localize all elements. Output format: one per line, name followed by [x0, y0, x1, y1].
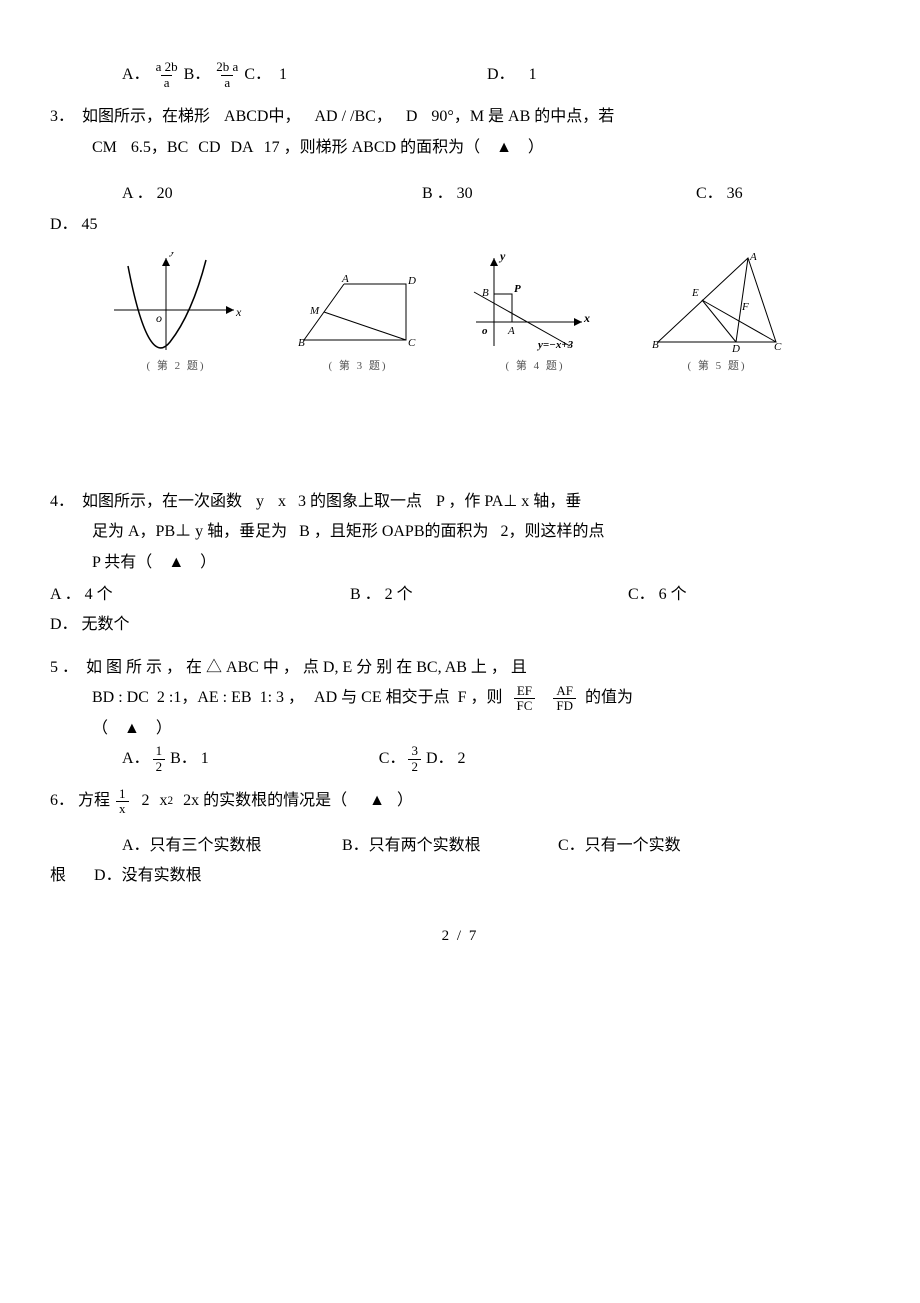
svg-text:x: x	[583, 311, 590, 325]
opt-a-frac: a 2b a	[153, 60, 181, 90]
figure-5: A B C D E F ( 第 5 题)	[652, 252, 782, 377]
svg-text:M: M	[309, 305, 320, 317]
q3-opt-c: C． 36	[696, 179, 743, 209]
fig5-caption: ( 第 5 题)	[687, 356, 746, 377]
opt-c-val: 1	[279, 60, 287, 90]
q6-opt-c: C．只有一个实数	[558, 831, 681, 861]
svg-text:y=−x+3: y=−x+3	[536, 339, 574, 351]
svg-text:E: E	[691, 287, 699, 299]
figure-4: y x o B P A y=−x+3 ( 第 4 题)	[470, 252, 600, 377]
opt-c-label: C．	[244, 60, 271, 90]
q5-frac1: EF FC	[514, 684, 536, 714]
q5-opt-c-frac: 3 2	[408, 744, 421, 774]
svg-text:A: A	[507, 325, 515, 337]
answer-blank: ▲	[484, 133, 524, 163]
q5-opt-c-label: C．	[379, 744, 406, 774]
q5-num: 5 ．	[50, 659, 78, 676]
svg-text:F: F	[741, 301, 749, 313]
q6-opt-d: D．没有实数根	[94, 867, 202, 884]
opt-a-label: A．	[122, 60, 150, 90]
svg-text:P: P	[514, 283, 521, 295]
question-4: 4． 如图所示，在一次函数 y x 3 的图象上取一点 P ，作 PA⊥ x 轴…	[50, 487, 870, 641]
answer-blank: ▲	[156, 548, 196, 578]
svg-text:C: C	[774, 341, 782, 352]
answer-blank: ▲	[112, 714, 152, 744]
q6-num: 6．	[50, 786, 74, 816]
opt-d-val: 1	[529, 60, 537, 90]
q6-opt-a: A．只有三个实数根	[122, 831, 342, 861]
svg-text:D: D	[407, 275, 416, 287]
question-3: 3． 如图所示，在梯形 ABCD中， AD / /BC， D 90°，M 是 A…	[50, 102, 870, 240]
q5-opt-a-frac: 1 2	[153, 744, 166, 774]
q5-opt-a-label: A．	[122, 744, 150, 774]
fig4-caption: ( 第 4 题)	[505, 356, 564, 377]
opt-b-frac: 2b a a	[213, 60, 241, 90]
svg-text:B: B	[298, 337, 305, 349]
q3-opt-d: D． 45	[50, 216, 98, 233]
q6-frac: 1 x	[116, 787, 129, 817]
q4-opt-b: B ． 2 个	[350, 580, 628, 610]
q5-opt-b: B． 1	[170, 744, 209, 774]
opt-d-label: D．	[487, 60, 515, 90]
page-number: 2 / 7	[50, 922, 870, 951]
q3-opt-b: B ． 30	[422, 179, 696, 209]
svg-text:B: B	[482, 287, 489, 299]
svg-text:y: y	[169, 252, 176, 257]
svg-text:C: C	[408, 337, 416, 349]
svg-text:A: A	[749, 252, 757, 263]
svg-text:x: x	[235, 305, 242, 319]
q3-opt-a: A ． 20	[122, 179, 422, 209]
figure-3: A D C B M ( 第 3 题)	[298, 272, 418, 377]
fig3-caption: ( 第 3 题)	[328, 356, 387, 377]
answer-blank: ▲	[357, 786, 397, 816]
svg-text:A: A	[341, 273, 349, 285]
figure-2: y x o ( 第 2 题)	[106, 252, 246, 377]
question-5: 5 ． 如 图 所 示 ， 在 △ ABC 中 ， 点 D, E 分 别 在 B…	[50, 653, 870, 775]
question-6: 6． 方程 1 x 2 x2 2x 的实数根的情况是（ ▲ ） A．只有三个实数…	[50, 786, 870, 891]
q4-opt-d: D． 无数个	[50, 616, 130, 633]
q3-num: 3．	[50, 108, 74, 125]
q4-opt-c: C． 6 个	[628, 580, 687, 610]
svg-text:B: B	[652, 339, 659, 351]
q4-num: 4．	[50, 493, 74, 510]
svg-text:y: y	[498, 252, 506, 263]
svg-text:o: o	[482, 325, 488, 337]
question-2-options: A． a 2b a B． 2b a a C． 1 D． 1	[50, 60, 870, 90]
opt-b-label: B．	[184, 60, 211, 90]
q4-opt-a: A ． 4 个	[50, 580, 350, 610]
figures-row: y x o ( 第 2 题) A D C B M ( 第 3 题) y x	[50, 252, 870, 377]
fig2-caption: ( 第 2 题)	[146, 356, 205, 377]
q6-opt-b: B．只有两个实数根	[342, 831, 558, 861]
q5-opt-d: D． 2	[426, 744, 466, 774]
q5-frac2: AF FD	[553, 684, 576, 714]
svg-text:o: o	[156, 311, 162, 325]
svg-text:D: D	[731, 343, 740, 352]
